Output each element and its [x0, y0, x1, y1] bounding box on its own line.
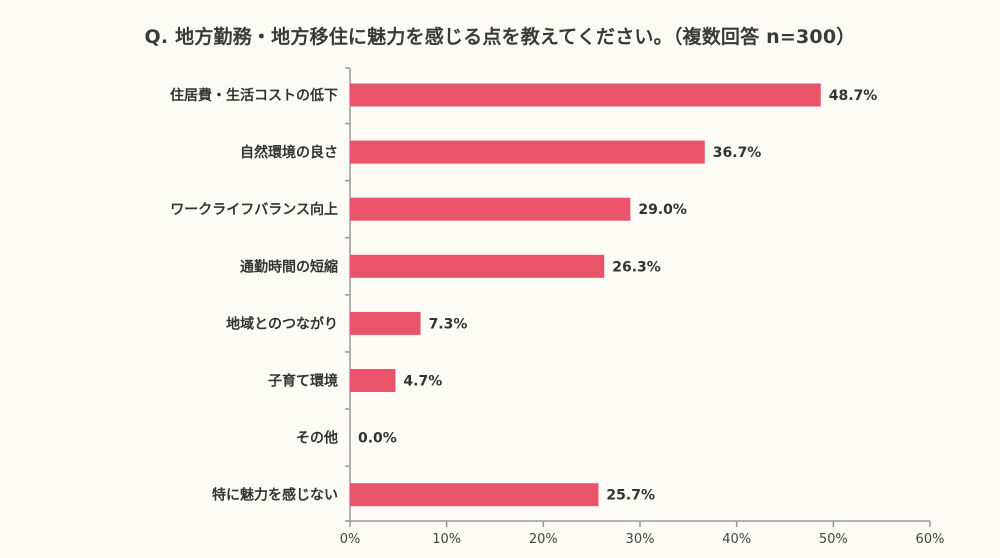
bar: [350, 254, 605, 278]
bar: [350, 369, 396, 392]
value-label: 4.7%: [403, 374, 442, 390]
category-label: ワークライフバランス向上: [170, 201, 338, 218]
x-tick-label: 30%: [626, 532, 655, 547]
value-labels: 48.7% 36.7% 29.0% 26.3% 7.3% 4.7% 0.0% 25.7%: [358, 88, 877, 504]
bar: [350, 311, 421, 335]
category-label: 特に魅力を感じない: [212, 487, 338, 504]
category-labels: 住居費・生活コストの低下自然環境の良さワークライフバランス向上通勤時間の短縮地域…: [170, 87, 338, 504]
category-label: 住居費・生活コストの低下: [170, 87, 338, 104]
value-label: 26.3%: [612, 259, 661, 275]
bar: [350, 140, 705, 164]
x-tick-label: 60%: [916, 532, 945, 547]
value-label: 25.7%: [606, 488, 655, 504]
chart-bars: [350, 83, 821, 507]
x-tick-label: 40%: [722, 532, 751, 547]
x-tick-label: 0%: [340, 532, 361, 547]
chart-title: Q. 地方勤務・地方移住に魅力を感じる点を教えてください。（複数回答 n=300…: [144, 26, 856, 48]
x-tick-label: 20%: [529, 532, 558, 547]
bar: [350, 483, 599, 507]
category-label: その他: [296, 430, 338, 447]
x-tick-label: 10%: [432, 532, 461, 547]
chart-axes: [345, 67, 931, 527]
category-label: 子育て環境: [268, 373, 338, 390]
category-label: 地域とのつながり: [226, 315, 338, 332]
category-label: 通勤時間の短縮: [240, 258, 338, 275]
value-label: 36.7%: [713, 145, 762, 161]
category-label: 自然環境の良さ: [240, 144, 338, 161]
x-tick-label: 50%: [819, 532, 848, 547]
value-label: 7.3%: [429, 316, 468, 332]
bar: [350, 83, 821, 107]
value-label: 29.0%: [638, 202, 687, 218]
value-label: 0.0%: [358, 431, 397, 447]
value-label: 48.7%: [829, 88, 878, 104]
bar: [350, 197, 631, 221]
x-tick-labels: 0% 10% 20% 30% 40% 50% 60%: [340, 532, 945, 547]
